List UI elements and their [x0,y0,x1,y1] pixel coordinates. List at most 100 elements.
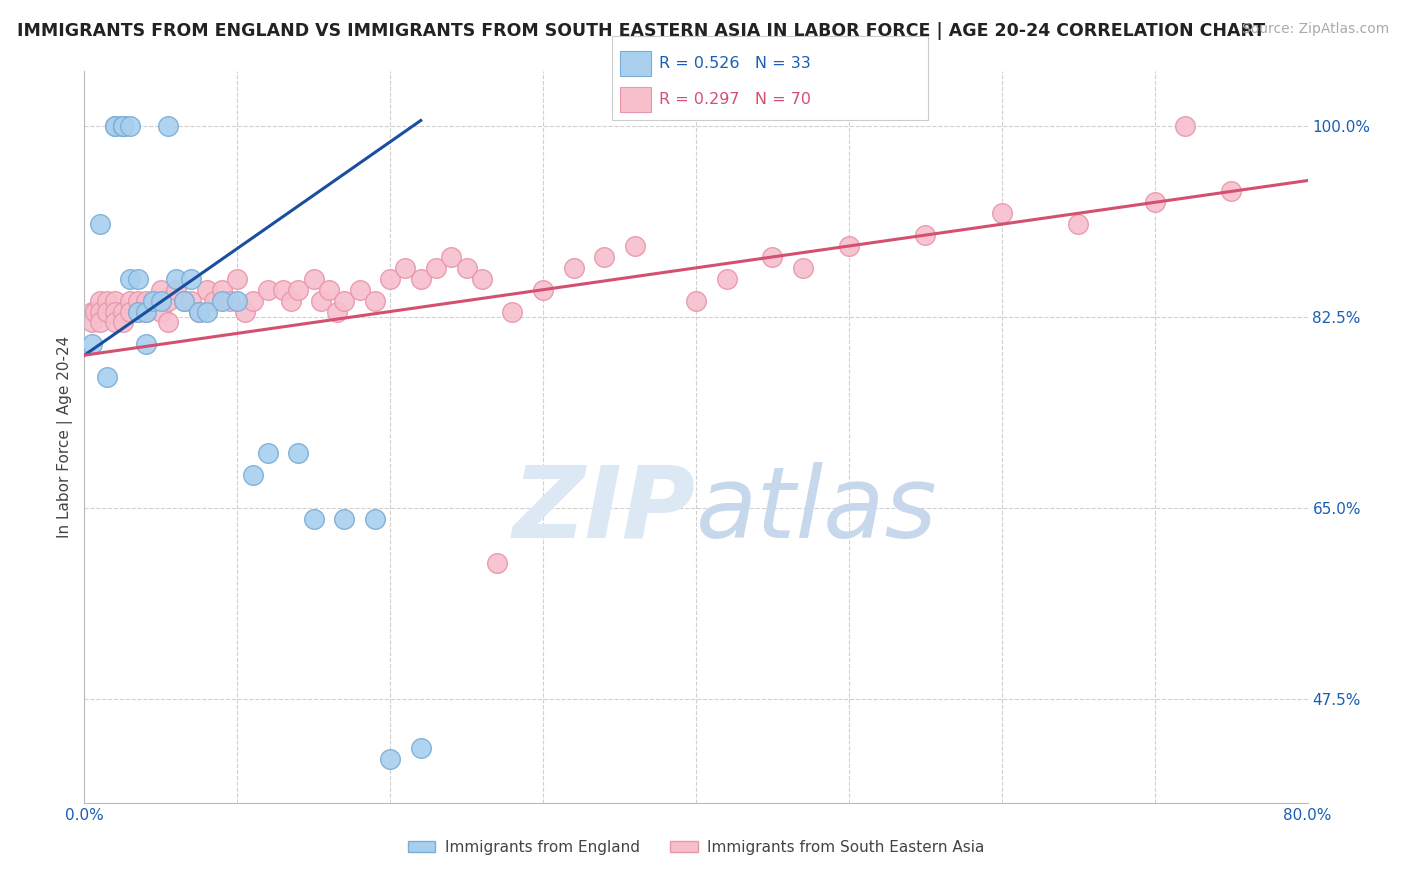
Point [188,304,211,318]
Point [173,293,195,308]
Point [562,260,585,275]
Point [111,119,134,133]
Point [142,293,165,308]
Point [104,293,127,308]
Point [80,337,103,351]
Point [685,293,707,308]
Legend: Immigrants from England, Immigrants from South Eastern Asia: Immigrants from England, Immigrants from… [402,834,990,861]
Point [104,119,127,133]
Text: atlas: atlas [696,462,938,558]
Point [364,512,387,526]
Point [157,293,180,308]
Point [89,304,111,318]
Point [96,293,118,308]
Point [364,293,387,308]
Point [80,315,103,329]
Point [120,304,142,318]
Point [349,283,371,297]
Point [157,315,180,329]
Point [96,304,118,318]
Point [202,293,225,308]
Point [195,304,218,318]
Point [135,337,157,351]
Point [80,304,103,318]
Point [380,752,402,766]
Point [325,304,347,318]
Point [104,304,127,318]
Point [104,315,127,329]
Point [127,293,149,308]
Point [792,260,814,275]
Point [149,283,172,297]
Point [218,293,240,308]
Point [149,304,172,318]
Point [226,272,249,286]
Text: Source: ZipAtlas.com: Source: ZipAtlas.com [1241,22,1389,37]
Point [838,239,860,253]
Point [287,283,309,297]
Text: R = 0.297   N = 70: R = 0.297 N = 70 [659,92,811,106]
Point [242,468,264,483]
Point [89,315,111,329]
Point [127,272,149,286]
Text: IMMIGRANTS FROM ENGLAND VS IMMIGRANTS FROM SOUTH EASTERN ASIA IN LABOR FORCE | A: IMMIGRANTS FROM ENGLAND VS IMMIGRANTS FR… [17,22,1265,40]
Point [471,272,494,286]
Point [173,293,195,308]
Point [302,512,325,526]
Point [96,370,118,384]
Text: R = 0.526   N = 33: R = 0.526 N = 33 [659,56,811,70]
Point [593,250,616,264]
Point [135,293,157,308]
Point [233,304,256,318]
Point [531,283,554,297]
Point [89,217,111,231]
Point [111,304,134,318]
Point [1067,217,1090,231]
Point [188,304,211,318]
Point [127,304,149,318]
Point [180,272,202,286]
Point [104,119,127,133]
Point [409,272,432,286]
Point [257,446,280,460]
Point [502,304,524,318]
Point [195,283,218,297]
Y-axis label: In Labor Force | Age 20-24: In Labor Force | Age 20-24 [58,336,73,538]
Point [120,293,142,308]
Point [257,283,280,297]
Point [142,293,165,308]
Point [111,315,134,329]
Point [302,272,325,286]
Point [456,260,478,275]
Point [914,228,936,243]
Point [111,119,134,133]
Point [761,250,783,264]
Point [333,293,356,308]
Text: ZIP: ZIP [513,462,696,558]
Point [380,272,402,286]
Point [120,272,142,286]
Point [211,293,233,308]
Point [165,272,187,286]
Point [394,260,416,275]
Point [157,119,180,133]
Point [409,741,432,756]
Point [226,293,249,308]
Point [318,283,340,297]
Point [149,293,172,308]
Point [311,293,333,308]
Point [127,304,149,318]
Point [280,293,302,308]
Point [333,512,356,526]
Point [716,272,738,286]
Point [165,283,187,297]
Point [425,260,447,275]
Point [180,293,202,308]
Point [1143,195,1166,210]
Point [111,119,134,133]
Point [84,304,107,318]
Point [271,283,294,297]
Point [89,293,111,308]
Point [211,283,233,297]
Point [135,304,157,318]
